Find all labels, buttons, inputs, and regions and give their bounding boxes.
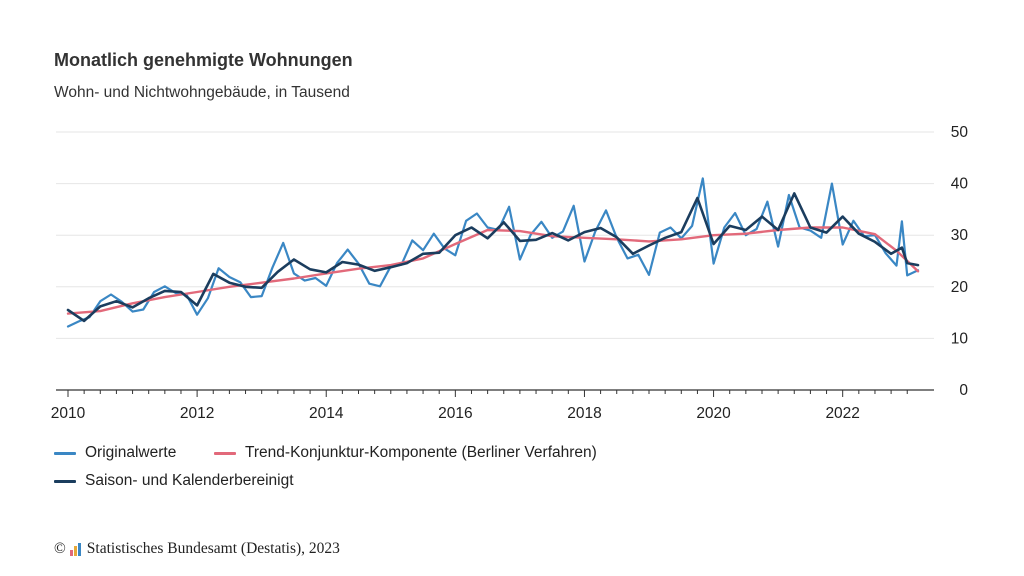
- x-tick-label-2020: 2020: [696, 405, 731, 422]
- y-tick-label-50: 50: [951, 124, 969, 141]
- copyright-symbol: ©: [54, 540, 66, 557]
- destatis-logo-icon: [69, 542, 81, 556]
- source-text: Statistisches Bundesamt (Destatis), 2023: [86, 540, 340, 557]
- y-tick-label-30: 30: [951, 227, 969, 244]
- legend-swatch-trend: [214, 451, 236, 455]
- y-tick-label-40: 40: [951, 176, 969, 193]
- series-line-saisonbereinigt: [66, 192, 920, 323]
- legend-item-trend[interactable]: Trend-Konjunktur-Komponente (Berliner Ve…: [214, 444, 597, 462]
- x-tick-label-2010: 2010: [51, 405, 86, 422]
- source-footer: © Statistisches Bundesamt (Destatis), 20…: [54, 540, 340, 558]
- x-tick-label-2012: 2012: [180, 405, 214, 422]
- series-line-trend: [66, 226, 920, 315]
- x-tick-label-2016: 2016: [438, 405, 472, 422]
- legend-swatch-originalwerte: [54, 451, 76, 455]
- y-tick-label-0: 0: [959, 382, 968, 399]
- x-tick-label-2022: 2022: [825, 405, 859, 422]
- chart-subtitle: Wohn- und Nichtwohngebäude, in Tausend: [54, 84, 350, 101]
- y-tick-label-20: 20: [951, 279, 969, 296]
- y-tick-label-10: 10: [951, 330, 969, 347]
- legend-swatch-saisonbereinigt: [54, 479, 76, 483]
- legend-item-originalwerte[interactable]: Originalwerte: [54, 444, 176, 462]
- chart-title: Monatlich genehmigte Wohnungen: [54, 50, 353, 70]
- legend-label-originalwerte: Originalwerte: [85, 444, 177, 461]
- x-tick-label-2014: 2014: [309, 405, 344, 422]
- legend-item-saisonbereinigt[interactable]: Saison- und Kalenderbereinigt: [54, 472, 294, 490]
- line-chart: 0 10 20 30 40 50 2010 2012 2014 2016 2018 2020 2022: [51, 124, 969, 422]
- legend-label-saisonbereinigt: Saison- und Kalenderbereinigt: [85, 472, 294, 489]
- legend-label-trend: Trend-Konjunktur-Komponente (Berliner Ve…: [245, 444, 597, 461]
- x-tick-label-2018: 2018: [567, 405, 601, 422]
